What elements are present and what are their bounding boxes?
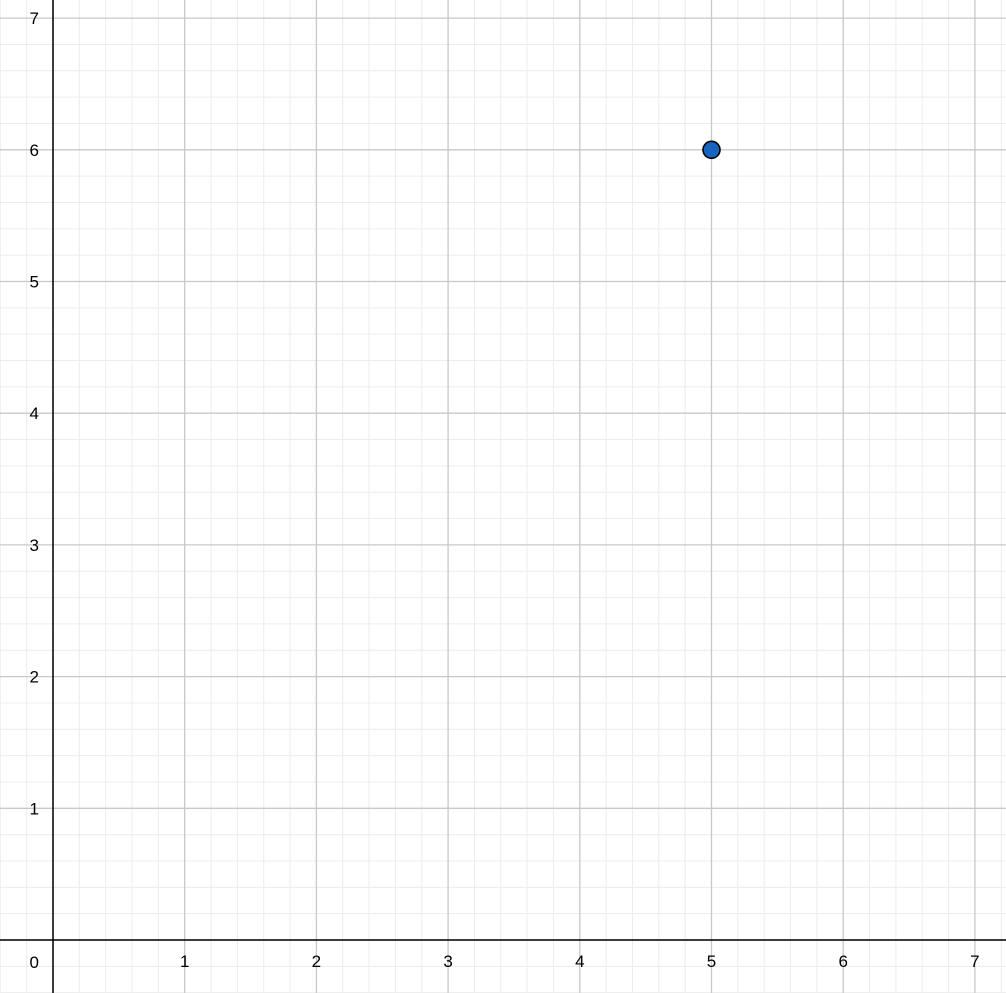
x-tick-label: 5 [707,952,716,971]
tick-labels: 0 1 2 3 4 5 6 7 1 2 3 4 5 6 7 [30,9,980,972]
y-tick-label: 3 [30,536,39,555]
points [702,140,721,160]
x-tick-label: 1 [180,952,189,971]
y-tick-label: 1 [30,799,39,818]
y-tick-label: 7 [30,9,39,28]
origin-label: 0 [30,953,39,972]
x-tick-label: 6 [838,952,847,971]
x-tick-label: 7 [970,952,979,971]
y-tick-label: 6 [30,141,39,160]
y-tick-label: 5 [30,273,39,292]
y-tick-label: 4 [30,404,39,423]
x-tick-label: 3 [443,952,452,971]
x-tick-label: 4 [575,952,584,971]
x-tick-label: 2 [312,952,321,971]
y-tick-label: 2 [30,668,39,687]
data-point[interactable] [702,140,721,160]
